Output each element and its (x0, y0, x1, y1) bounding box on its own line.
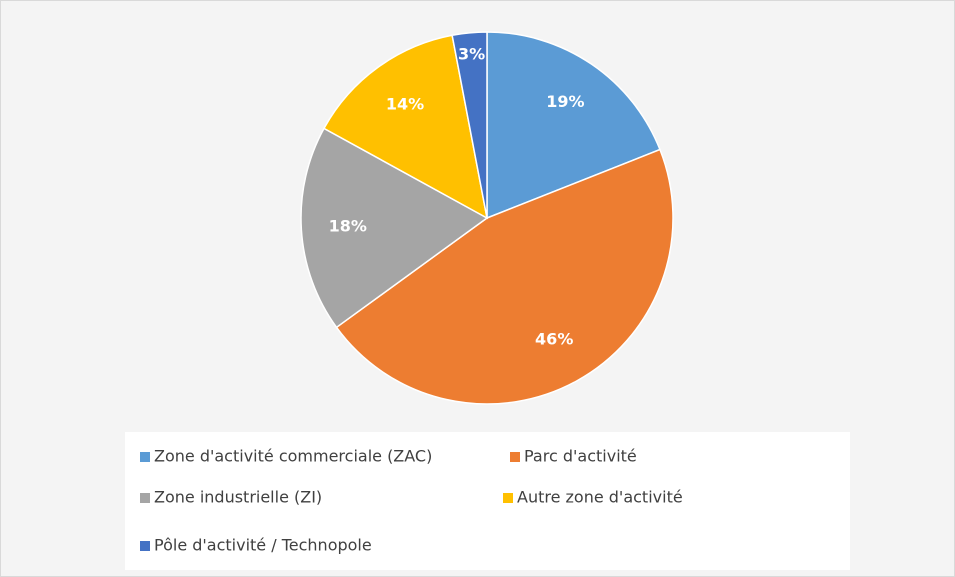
legend-swatch (503, 493, 513, 503)
legend-label: Pôle d'activité / Technopole (154, 536, 372, 555)
data-label: 3% (458, 45, 485, 64)
pie-slice (300, 127, 489, 329)
legend-swatch (140, 452, 150, 462)
legend-swatch (510, 452, 520, 462)
data-label: 46% (535, 330, 573, 349)
legend-label: Zone industrielle (ZI) (154, 488, 322, 507)
legend-label: Zone d'activité commerciale (ZAC) (154, 447, 432, 466)
legend-label: Autre zone d'activité (517, 488, 683, 507)
legend-swatch (140, 541, 150, 551)
data-label: 18% (329, 216, 367, 235)
legend-label: Parc d'activité (524, 447, 637, 466)
legend-swatch (140, 493, 150, 503)
data-label: 19% (546, 92, 584, 111)
pie-slice (322, 34, 489, 220)
legend-background (125, 432, 850, 570)
pie-slice (451, 31, 488, 219)
pie-slice (486, 31, 661, 220)
pie-slice (335, 148, 674, 405)
data-label: 14% (386, 95, 424, 114)
